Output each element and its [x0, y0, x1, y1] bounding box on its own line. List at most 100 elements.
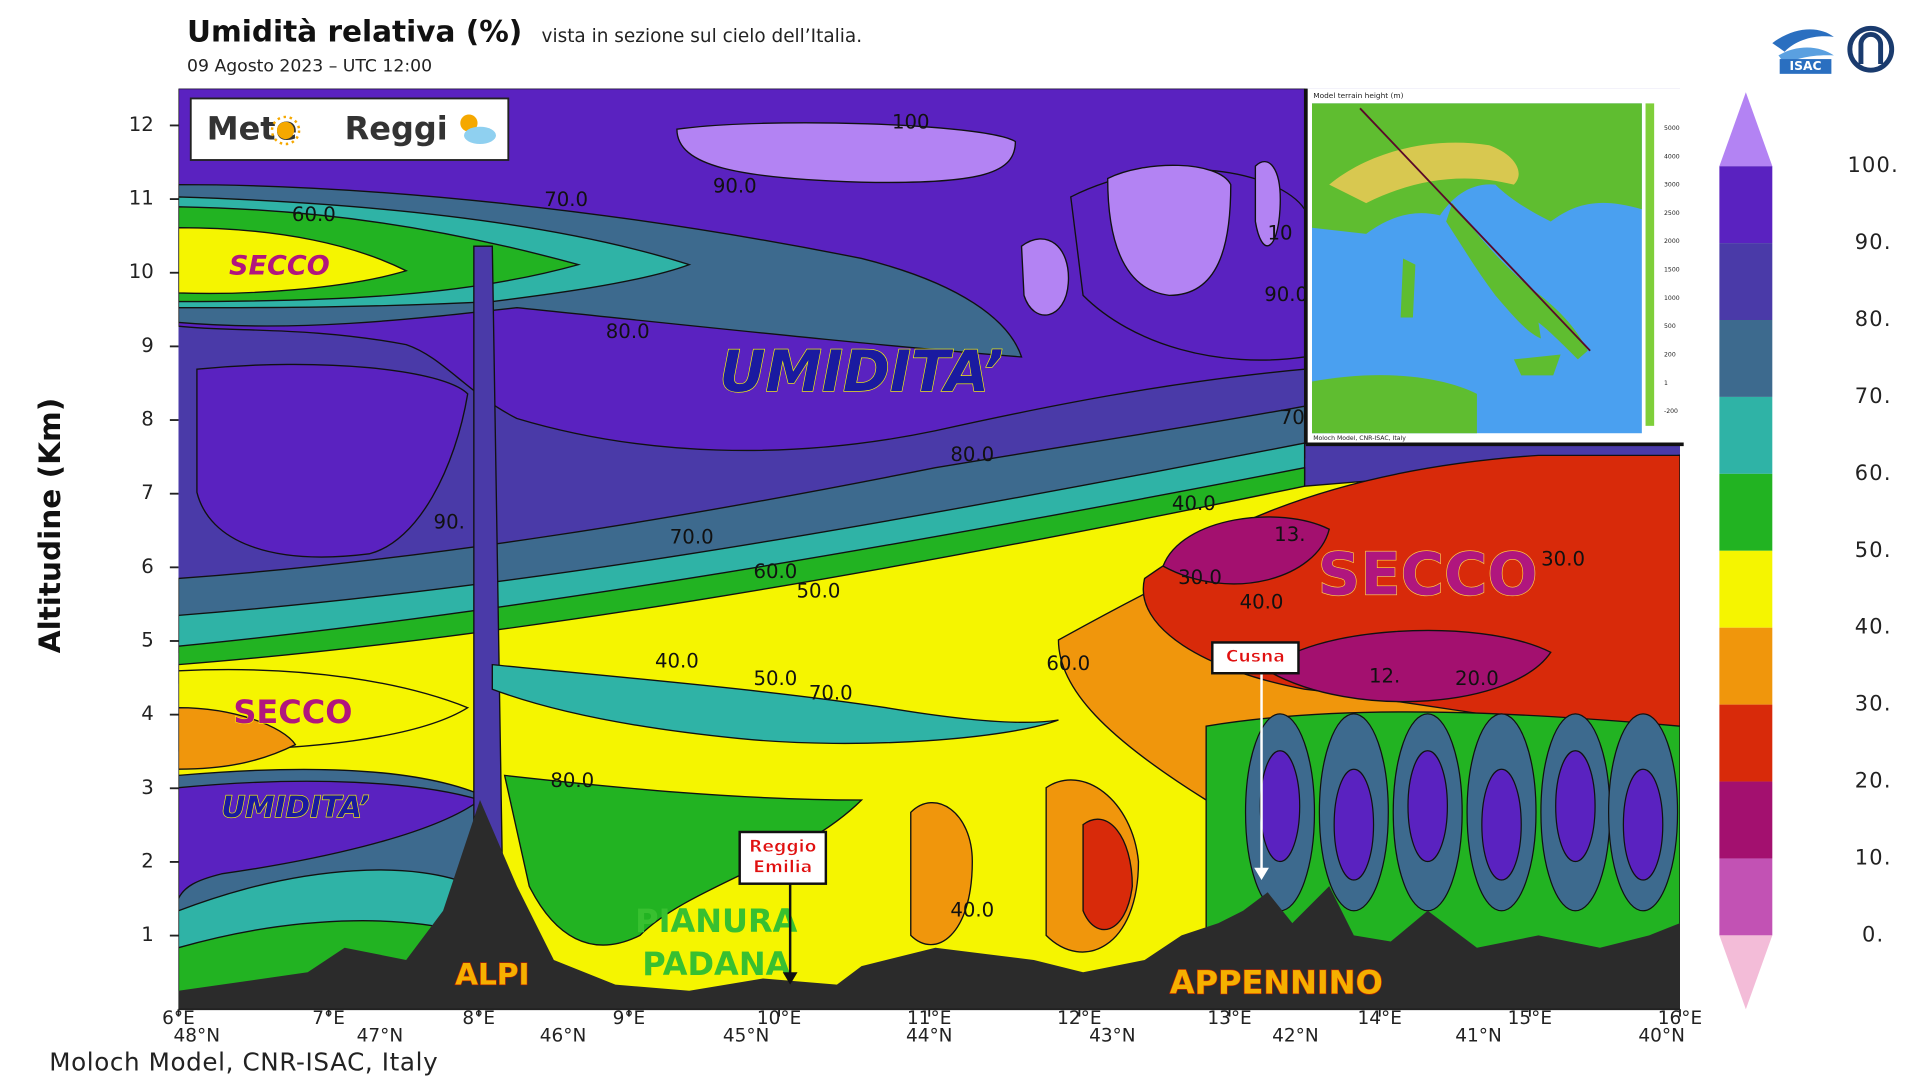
colorbar-tick-label: 50. [1855, 538, 1892, 562]
annotation: SECCO [233, 693, 352, 731]
contour-fill [1266, 629, 1552, 703]
inset-map: Model terrain height (m) Moloch Model, CN… [1304, 88, 1684, 447]
inset-credit: Moloch Model, CNR-ISAC, Italy [1313, 435, 1406, 442]
annotation: APPENNINO [1170, 964, 1383, 1002]
colorbar-tick-label: 30. [1855, 692, 1892, 716]
inset-legend-label: 2000 [1664, 238, 1680, 245]
y-tick-label: 7 [141, 481, 154, 504]
cnr-logo [1847, 25, 1895, 73]
contour-label: 80.0 [550, 769, 594, 792]
contour-label: 10 [1267, 221, 1292, 244]
marker-label: Emilia [753, 858, 812, 878]
colorbar-band [1719, 320, 1773, 397]
contour-fill [1254, 160, 1281, 247]
colorbar-band [1719, 704, 1773, 782]
contour-label: 100 [892, 111, 930, 134]
contour-fill [1555, 750, 1596, 863]
inset-legend-label: 1000 [1664, 295, 1680, 302]
annotation: UMIDITA’ [720, 339, 1004, 405]
y-tick-label: 2 [141, 849, 154, 872]
x-tick-label: 9°E [613, 1008, 646, 1029]
contour-fill [1259, 750, 1301, 863]
x2-tick-label: 45°N [723, 1025, 770, 1046]
contour-label: 60.0 [292, 203, 336, 226]
contour-fill [1622, 768, 1664, 881]
x-tick-label: 16°E [1658, 1008, 1702, 1029]
contour-fill [1020, 238, 1069, 316]
y-tick-label: 8 [141, 408, 154, 431]
x-tick-label: 6°E [162, 1008, 195, 1029]
contour-fill [178, 227, 408, 295]
annotation: PIANURA [635, 902, 798, 940]
x-tick-label: 12°E [1057, 1008, 1101, 1029]
contour-fill [178, 707, 297, 770]
colorbar-band [1719, 396, 1773, 474]
x2-tick-label: 41°N [1455, 1025, 1502, 1046]
contour-label: 90. [434, 511, 465, 534]
inset-alps [1329, 142, 1519, 204]
y-tick-label: 1 [141, 923, 154, 946]
contour-label: 40.0 [950, 898, 994, 921]
contour-label: 90.0 [713, 175, 757, 198]
annotation: SECCO [1318, 540, 1538, 609]
y-tick-label: 4 [141, 702, 154, 725]
contour-label: 70.0 [809, 682, 853, 705]
contour-fill [1481, 768, 1522, 881]
contour-label: 70.0 [544, 188, 588, 211]
colorbar-band [1719, 627, 1773, 705]
y-tick-label: 6 [141, 555, 154, 578]
contour-label: 40.0 [1172, 492, 1216, 515]
y-tick-label: 9 [141, 334, 154, 357]
inset-land [1446, 203, 1588, 360]
inset-legend-label: 3000 [1664, 182, 1680, 189]
marker-box [1211, 641, 1300, 675]
marker-label: Cusna [1226, 647, 1285, 667]
contour-fill [1107, 164, 1232, 297]
contour-label: 12. [1369, 664, 1400, 687]
contour-label: 70 [1280, 406, 1305, 429]
logo-box [189, 97, 510, 161]
colorbar-band [1719, 781, 1773, 859]
org-logo-text: ISAC [1790, 59, 1822, 73]
contour-label: 20.0 [1455, 667, 1499, 690]
contour-label: 30.0 [1178, 566, 1222, 589]
colorbar-tick-label: 10. [1855, 845, 1892, 869]
chart-subtitle: vista in sezione sul cielo dell’Italia. [542, 26, 863, 47]
contour-fill [1407, 750, 1449, 863]
x-tick-label: 10°E [757, 1008, 801, 1029]
x2-tick-label: 48°N [174, 1025, 221, 1046]
colorbar-band [1719, 550, 1773, 628]
colorbar-band [1719, 473, 1773, 551]
inset-legend-label: 200 [1664, 351, 1676, 358]
logo-text: Reggi [345, 109, 448, 147]
contour-label: 90.0 [1264, 283, 1308, 306]
colorbar-tick-label: 20. [1855, 769, 1892, 793]
y-tick-label: 10 [129, 260, 154, 283]
annotation: SECCO [229, 251, 330, 282]
x2-tick-label: 42°N [1272, 1025, 1319, 1046]
contour-label: 50.0 [797, 579, 841, 602]
org-logo-box [1779, 59, 1832, 74]
inset-land [1312, 375, 1477, 434]
chart-title: Umidità relativa (%) [187, 15, 522, 49]
annotation: PADANA [642, 945, 790, 983]
colorbar-band [1719, 166, 1773, 244]
inset-legend-label: 5000 [1664, 125, 1680, 132]
contour-fill [910, 802, 973, 946]
contour-fill [1082, 818, 1133, 931]
contour-label: 50.0 [753, 667, 797, 690]
x2-tick-label: 46°N [540, 1025, 587, 1046]
contour-label: 80.0 [606, 320, 650, 343]
inset-legend-label: 1500 [1664, 267, 1680, 274]
source: Moloch Model, CNR-ISAC, Italy [49, 1047, 438, 1076]
x2-tick-label: 43°N [1089, 1025, 1136, 1046]
inset-legend-label: 2500 [1664, 210, 1680, 217]
contour-fill [178, 780, 482, 899]
annotation: UMIDITA’ [221, 790, 369, 824]
contour-label: 40.0 [655, 650, 699, 673]
x-tick-label: 14°E [1358, 1008, 1402, 1029]
y-tick-label: 12 [129, 113, 154, 136]
contour-fill [1162, 516, 1331, 585]
x-tick-label: 7°E [312, 1008, 345, 1029]
